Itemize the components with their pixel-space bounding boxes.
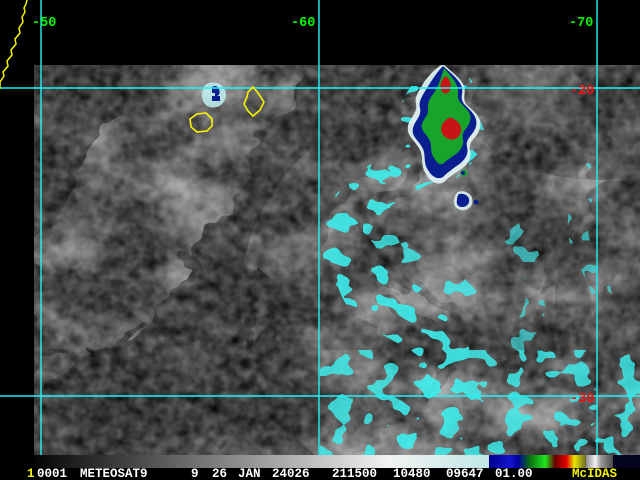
svg-text:METEOSAT9: METEOSAT9	[80, 467, 148, 480]
svg-text:26: 26	[212, 467, 227, 480]
svg-text:-50: -50	[32, 16, 56, 31]
svg-text:1: 1	[27, 467, 35, 480]
svg-text:10480: 10480	[393, 467, 431, 480]
svg-text:01.00: 01.00	[495, 467, 533, 480]
svg-text:JAN: JAN	[238, 467, 261, 480]
svg-text:9: 9	[191, 467, 199, 480]
svg-text:24026: 24026	[272, 467, 310, 480]
svg-text:McIDAS: McIDAS	[572, 467, 618, 480]
svg-text:09647: 09647	[446, 467, 484, 480]
svg-text:-70: -70	[569, 16, 593, 31]
svg-text:-30: -30	[570, 392, 594, 407]
svg-text:211500: 211500	[332, 467, 377, 480]
svg-text:0001: 0001	[37, 467, 67, 480]
svg-text:-20: -20	[570, 84, 594, 99]
svg-text:-60: -60	[291, 16, 315, 31]
